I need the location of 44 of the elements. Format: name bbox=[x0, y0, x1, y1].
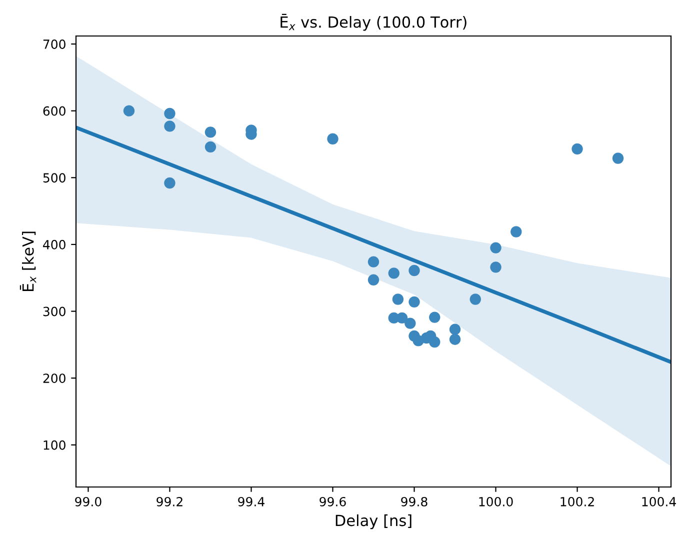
x-tick-label: 99.2 bbox=[156, 496, 182, 506]
point bbox=[449, 334, 461, 345]
point bbox=[470, 294, 481, 305]
point bbox=[388, 268, 400, 279]
point bbox=[392, 294, 404, 305]
point bbox=[368, 256, 380, 268]
y-tick-label: 600 bbox=[43, 106, 66, 116]
point bbox=[368, 274, 380, 286]
line-series bbox=[76, 126, 671, 364]
x-tick-label: 100.4 bbox=[642, 496, 676, 506]
point bbox=[204, 141, 216, 153]
point bbox=[408, 296, 420, 308]
point bbox=[404, 318, 416, 329]
chart-title: Ē$_{x}$ vs. Delay (100.0 Torr) bbox=[280, 14, 466, 31]
y-tick-label: 100 bbox=[44, 440, 66, 450]
point bbox=[408, 264, 420, 276]
x-axis-title: Delay [ns] bbox=[336, 514, 412, 530]
y-tick-label: 400 bbox=[43, 240, 66, 250]
x-tick-label: 100.2 bbox=[560, 496, 594, 506]
point bbox=[429, 336, 440, 348]
y-tick-label: 200 bbox=[43, 374, 66, 384]
x-tick-label: 99.0 bbox=[75, 496, 102, 506]
x-tick-label: 100.0 bbox=[479, 496, 513, 506]
point bbox=[612, 152, 624, 164]
point bbox=[164, 120, 176, 132]
point bbox=[449, 324, 461, 335]
point bbox=[327, 133, 338, 144]
point bbox=[396, 312, 408, 324]
x-tick-label: 99.4 bbox=[238, 496, 264, 506]
point bbox=[164, 177, 176, 189]
point bbox=[164, 108, 176, 120]
y-tick-label: 500 bbox=[43, 173, 66, 183]
y-axis-title: Ē$_{x}$ [keV] bbox=[20, 232, 36, 292]
point bbox=[490, 262, 502, 273]
y-tick-label: 300 bbox=[43, 306, 66, 316]
point bbox=[204, 126, 216, 138]
point bbox=[510, 226, 522, 238]
x-tick-label: 99.6 bbox=[320, 496, 346, 506]
point bbox=[572, 143, 583, 155]
point bbox=[123, 105, 135, 116]
point bbox=[429, 312, 440, 323]
x-tick-label: 99.8 bbox=[401, 496, 428, 506]
point bbox=[490, 242, 502, 254]
y-tick-label: 700 bbox=[43, 39, 66, 49]
